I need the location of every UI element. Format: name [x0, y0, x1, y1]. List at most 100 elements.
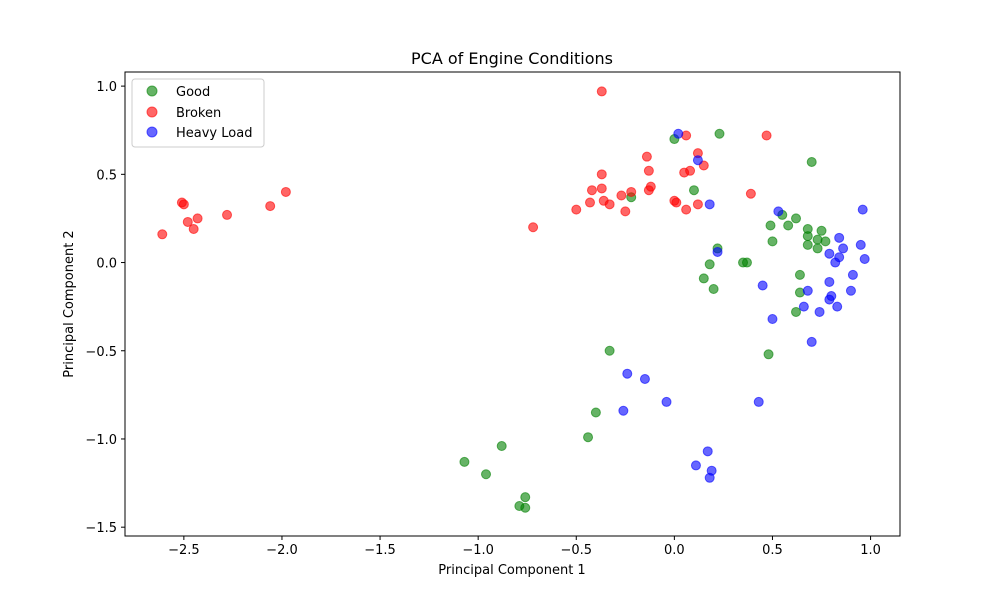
- point-good: [802, 231, 813, 242]
- point-good: [714, 128, 725, 139]
- point-good: [765, 220, 776, 231]
- x-axis-label: Principal Component 1: [438, 563, 585, 578]
- point-good: [688, 185, 699, 196]
- point-broken: [222, 209, 233, 220]
- point-heavy-load: [773, 206, 784, 217]
- point-good: [791, 306, 802, 317]
- point-heavy-load: [702, 446, 713, 457]
- point-good: [806, 156, 817, 167]
- point-heavy-load: [622, 368, 633, 379]
- point-broken: [761, 130, 772, 141]
- point-broken: [585, 197, 595, 208]
- point-heavy-load: [859, 254, 870, 265]
- point-broken: [596, 86, 607, 97]
- legend: Good Broken Heavy Load: [131, 78, 265, 148]
- point-broken: [671, 197, 682, 208]
- point-broken: [528, 222, 539, 233]
- point-broken: [178, 199, 189, 210]
- legend-marker-good: [146, 85, 158, 97]
- point-heavy-load: [767, 313, 778, 324]
- point-broken: [265, 201, 276, 212]
- x-tick-label: −2.0: [266, 543, 298, 558]
- point-good: [604, 345, 615, 356]
- point-broken: [596, 183, 607, 194]
- point-heavy-load: [704, 199, 715, 210]
- point-heavy-load: [692, 155, 703, 166]
- point-broken: [626, 186, 637, 197]
- point-broken: [620, 206, 631, 217]
- legend-label-good: Good: [176, 85, 210, 100]
- x-tick-label: 1.0: [860, 543, 881, 558]
- point-heavy-load: [834, 232, 845, 243]
- point-broken: [643, 185, 654, 196]
- point-heavy-load: [824, 294, 835, 305]
- y-tick-label: 0.0: [96, 257, 117, 272]
- point-heavy-load: [838, 243, 849, 254]
- point-good: [481, 469, 492, 480]
- point-heavy-load: [845, 285, 856, 296]
- point-broken: [616, 190, 627, 201]
- point-heavy-load: [857, 204, 868, 215]
- point-broken: [745, 188, 756, 199]
- point-broken: [157, 229, 168, 240]
- point-heavy-load: [753, 396, 764, 407]
- y-tick-label: 1.0: [96, 80, 117, 95]
- point-good: [698, 273, 709, 284]
- point-heavy-load: [704, 472, 715, 483]
- point-broken: [681, 204, 692, 215]
- point-heavy-load: [830, 257, 841, 268]
- x-tick-label: −0.5: [560, 543, 592, 558]
- x-tick-label: −1.0: [462, 543, 494, 558]
- point-broken: [596, 169, 607, 180]
- x-tick-label: 0.5: [762, 543, 783, 558]
- y-axis-label: Principal Component 2: [62, 230, 77, 377]
- point-heavy-load: [661, 396, 672, 407]
- point-heavy-load: [814, 306, 825, 317]
- point-good: [496, 441, 507, 452]
- legend-marker-broken: [146, 106, 158, 118]
- x-tick-label: −2.5: [168, 543, 200, 558]
- point-heavy-load: [824, 248, 835, 259]
- point-broken: [641, 151, 652, 162]
- point-heavy-load: [832, 301, 843, 312]
- legend-label-broken: Broken: [176, 106, 221, 121]
- point-good: [520, 502, 531, 513]
- point-good: [704, 259, 715, 270]
- point-heavy-load: [824, 276, 835, 287]
- point-broken: [679, 167, 690, 178]
- point-good: [590, 407, 601, 418]
- point-heavy-load: [673, 128, 684, 139]
- point-broken: [571, 204, 582, 215]
- y-tick-label: 0.5: [96, 168, 117, 183]
- point-good: [767, 236, 778, 247]
- chart-title: PCA of Engine Conditions: [411, 49, 613, 68]
- point-heavy-load: [802, 285, 813, 296]
- point-good: [520, 492, 531, 503]
- legend-marker-heavy-load: [146, 126, 158, 138]
- point-broken: [692, 199, 703, 210]
- point-broken: [643, 165, 654, 176]
- point-good: [820, 236, 831, 247]
- point-heavy-load: [806, 336, 817, 347]
- x-axis: −2.5 −2.0 −1.5 −1.0 −0.5 0.0 0.5 1.0: [168, 536, 881, 558]
- point-good: [708, 284, 719, 295]
- point-good: [791, 213, 802, 224]
- y-tick-label: −1.0: [85, 433, 117, 448]
- point-good: [741, 257, 752, 268]
- points-layer: [157, 86, 870, 513]
- x-tick-label: 0.0: [664, 543, 685, 558]
- legend-box: [131, 78, 265, 148]
- point-good: [459, 456, 470, 467]
- plot-frame: [124, 71, 901, 537]
- point-broken: [280, 186, 291, 197]
- point-good: [802, 239, 813, 250]
- point-broken: [192, 213, 203, 224]
- point-good: [794, 269, 805, 280]
- point-good: [816, 225, 827, 236]
- legend-label-heavy-load: Heavy Load: [176, 126, 252, 141]
- point-good: [812, 243, 823, 254]
- y-tick-label: −1.5: [85, 521, 117, 536]
- y-tick-label: −0.5: [85, 345, 117, 360]
- point-broken: [188, 224, 199, 235]
